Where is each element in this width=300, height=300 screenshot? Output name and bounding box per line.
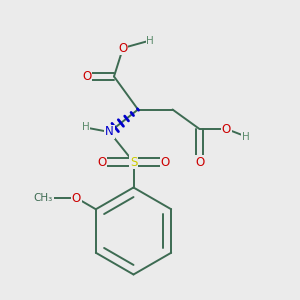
Text: O: O: [160, 155, 169, 169]
Text: O: O: [222, 122, 231, 136]
Text: O: O: [195, 155, 204, 169]
Text: CH₃: CH₃: [34, 193, 53, 203]
Text: S: S: [130, 155, 137, 169]
Text: H: H: [242, 131, 250, 142]
Text: O: O: [82, 70, 91, 83]
Text: O: O: [98, 155, 106, 169]
Text: O: O: [118, 41, 127, 55]
Text: H: H: [82, 122, 89, 133]
Text: O: O: [72, 191, 81, 205]
Text: H: H: [146, 35, 154, 46]
Text: N: N: [105, 125, 114, 139]
